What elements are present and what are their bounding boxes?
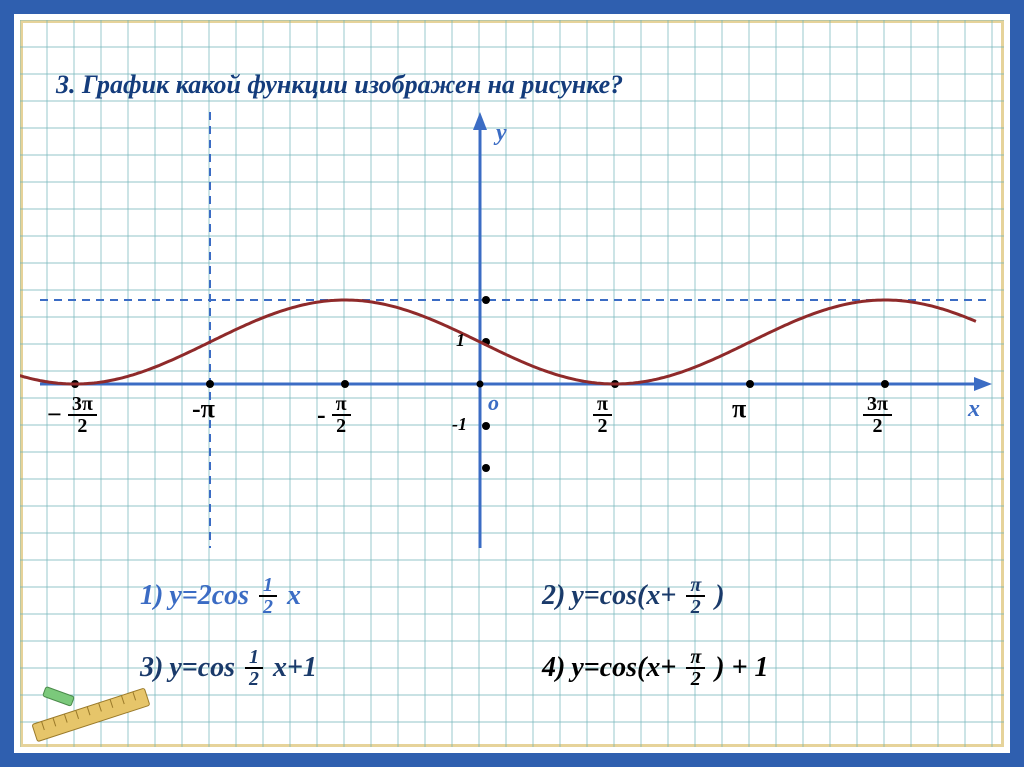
slide-inner: 3. График какой функции изображен на рис… (20, 20, 1004, 747)
answer-option-4: 4) y=cos(x+π2) + 1 (542, 647, 944, 689)
answer-option-2: 2) y=cos(x+π2) (542, 575, 944, 617)
answer-options: 1) y=2cos12x 2) y=cos(x+π2) 3) y=cos12x+… (140, 575, 944, 689)
answer-option-1: 1) y=2cos12x (140, 575, 542, 617)
origin-label: o (488, 390, 499, 416)
slide-frame: 3. График какой функции изображен на рис… (0, 0, 1024, 767)
x-axis-label: x (968, 396, 980, 423)
y-axis-label: y (496, 120, 507, 147)
answer-option-3: 3) y=cos12x+1 (140, 647, 542, 689)
ruler-icon (25, 682, 155, 742)
